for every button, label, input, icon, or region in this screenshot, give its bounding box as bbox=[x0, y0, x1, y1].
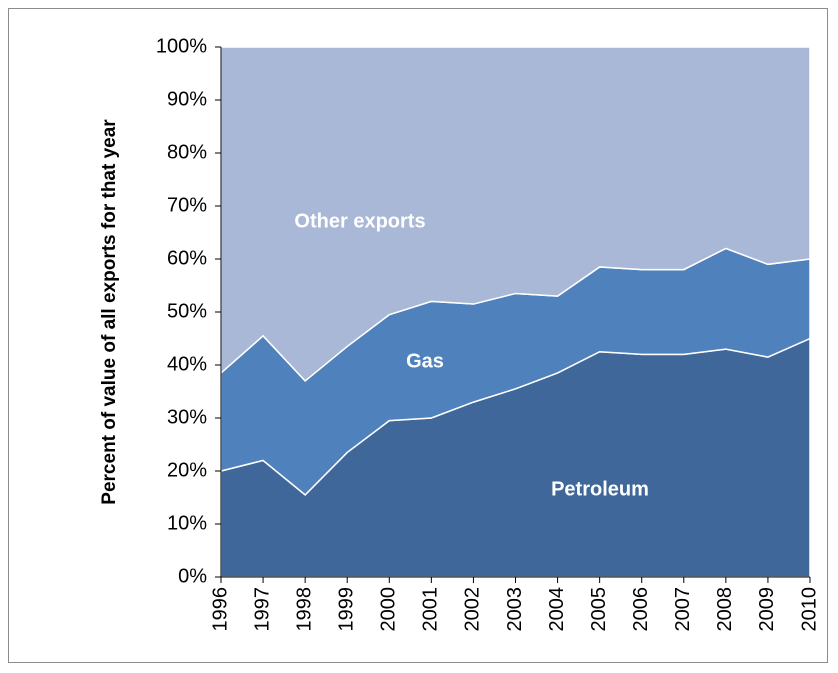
x-tick-label: 2004 bbox=[546, 587, 568, 632]
y-tick-label: 100% bbox=[156, 35, 207, 57]
x-tick-label: 2007 bbox=[672, 587, 694, 632]
chart-frame bbox=[8, 8, 828, 663]
y-tick-label: 50% bbox=[167, 300, 207, 322]
y-tick-label: 80% bbox=[167, 141, 207, 163]
x-tick-label: 2010 bbox=[798, 587, 820, 632]
area bbox=[220, 46, 811, 382]
y-tick-label: 60% bbox=[167, 247, 207, 269]
x-tick-label: 2008 bbox=[714, 587, 736, 632]
x-tick-label: 2009 bbox=[756, 587, 778, 632]
x-tick-label: 2000 bbox=[378, 587, 400, 632]
y-tick-label: 40% bbox=[167, 353, 207, 375]
y-tick-label: 20% bbox=[167, 459, 207, 481]
y-tick-label: 10% bbox=[167, 512, 207, 534]
x-tick-label: 1997 bbox=[251, 587, 273, 632]
series-label: Petroleum bbox=[551, 478, 649, 500]
series-label: Other exports bbox=[294, 210, 425, 232]
y-tick-label: 30% bbox=[167, 406, 207, 428]
x-tick-label: 1996 bbox=[209, 587, 231, 632]
y-axis-title: Percent of value of all exports for that… bbox=[99, 119, 120, 505]
y-tick-label: 70% bbox=[167, 194, 207, 216]
series-label: Gas bbox=[406, 350, 444, 372]
y-tick-label: 0% bbox=[178, 565, 207, 587]
x-tick-label: 2006 bbox=[630, 587, 652, 632]
y-tick-label: 90% bbox=[167, 88, 207, 110]
x-tick-label: 2005 bbox=[588, 587, 610, 632]
x-tick-label: 2001 bbox=[420, 587, 442, 632]
x-tick-label: 1998 bbox=[293, 587, 315, 632]
x-tick-label: 2002 bbox=[462, 587, 484, 632]
x-tick-label: 2003 bbox=[504, 587, 526, 632]
x-tick-label: 1999 bbox=[335, 587, 357, 632]
